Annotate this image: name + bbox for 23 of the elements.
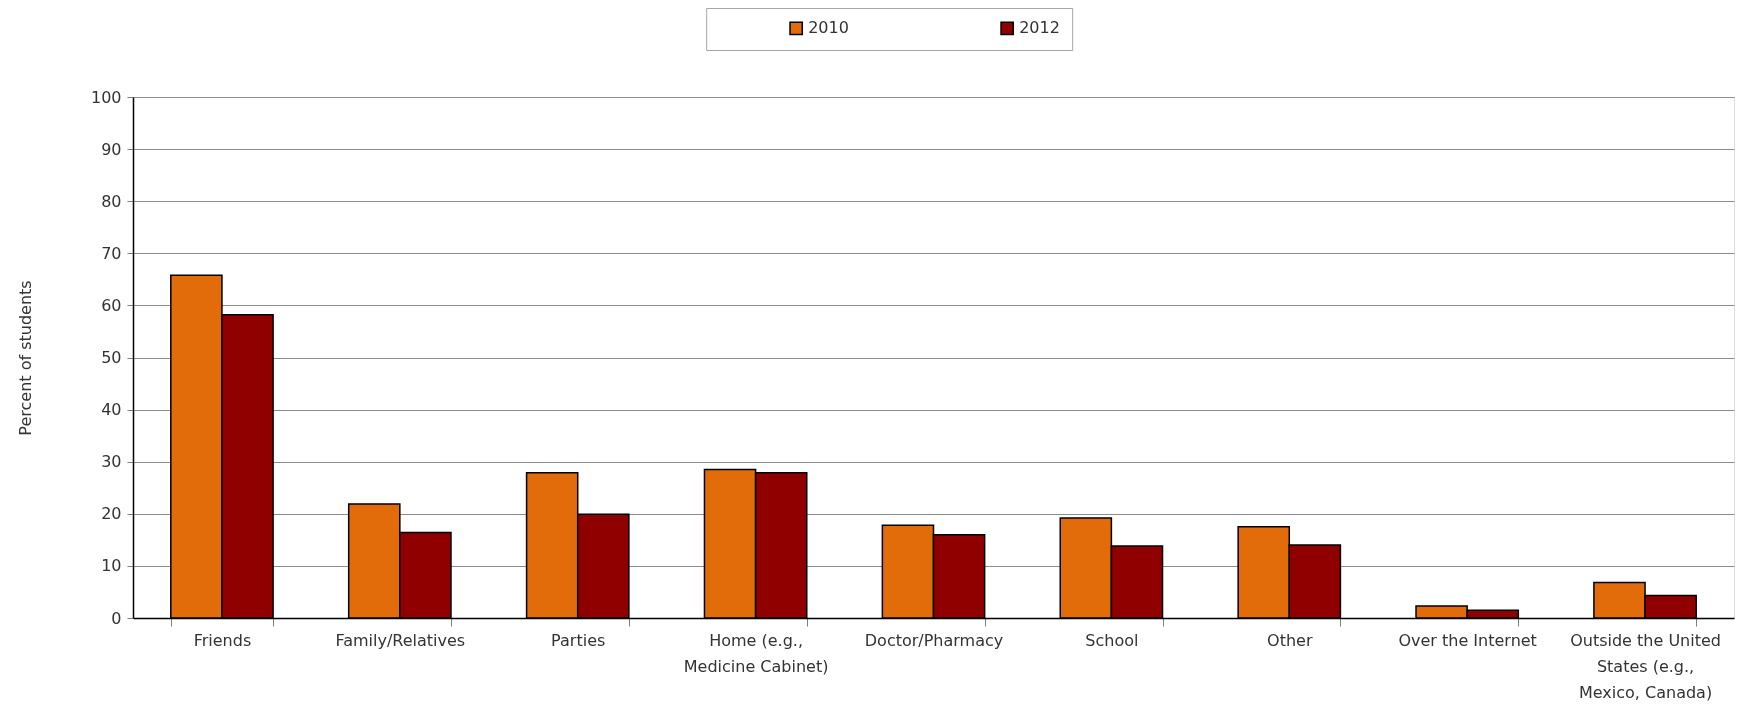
y-tick-label: 30 [101,452,122,472]
x-tick-label: Outside the United States (e.g., Mexico, Canada) [1570,630,1721,702]
y-tick-label: 10 [101,556,122,576]
y-tick-label: 20 [101,504,122,524]
y-tick-label: 50 [101,348,122,367]
y-tick-label: 100 [90,87,122,107]
legend-label: 2010 [808,18,849,38]
x-tick-label: Family/Relatives [335,630,466,650]
y-tick-label: 40 [101,400,122,420]
x-tick-label: Parties [551,630,606,650]
y-axis-title: Percent of students [15,280,35,436]
y-tick-label: 0 [111,608,122,628]
y-tick-label: 80 [101,191,122,211]
y-tick-label: 90 [101,139,122,159]
x-tick-label: Friends [193,630,252,650]
x-tick-label: School [1085,630,1139,650]
y-tick-label: 60 [101,295,122,315]
x-tick-label: Other [1267,630,1313,650]
x-tick-label: Over the Internet [1398,630,1537,650]
y-tick-label: 70 [101,243,122,263]
x-tick-label: Doctor/Pharmacy [864,630,1004,650]
legend-label: 2012 [1019,18,1060,38]
x-tick-label: Home (e.g., Medicine Cabinet) [683,630,829,676]
